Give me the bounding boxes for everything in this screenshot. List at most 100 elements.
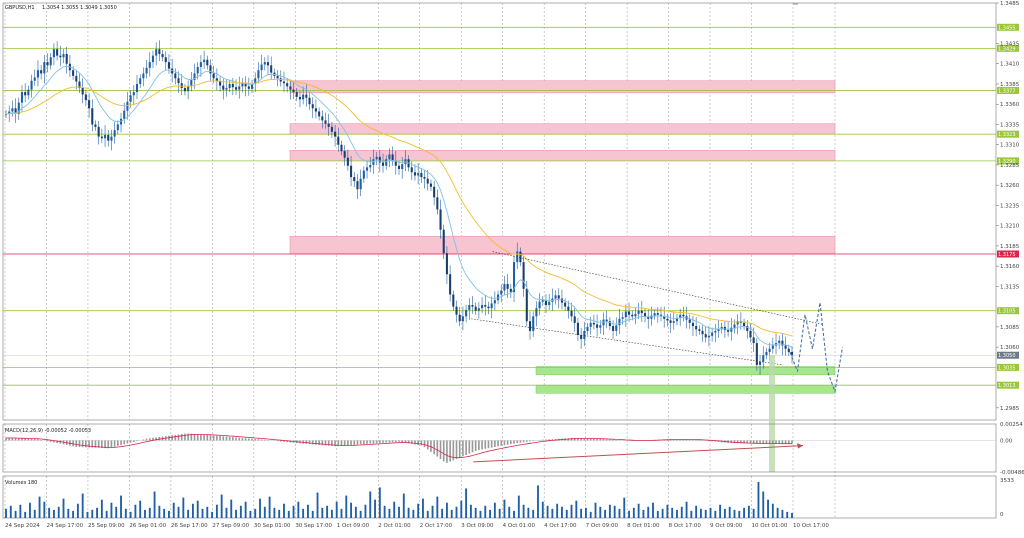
y-tick-label: 1.3285 (1000, 163, 1020, 169)
signal-highlight-band (769, 355, 775, 472)
candle-body (637, 310, 640, 314)
macd-y-tick-label: 0.00 (1000, 438, 1013, 444)
candle-body (487, 306, 490, 309)
candle-body (755, 343, 758, 365)
y-tick-label: 1.3210 (1000, 224, 1020, 230)
candle-body (180, 83, 183, 89)
candle-body (116, 124, 119, 131)
y-tick-label: 1.2985 (1000, 406, 1020, 412)
y-tick-label: 1.3135 (1000, 284, 1020, 290)
candle-body (337, 136, 340, 145)
x-tick-label: 2 Oct 01:00 (378, 523, 411, 529)
candle-body (324, 120, 327, 124)
candle-body (465, 309, 468, 317)
candle-body (266, 62, 270, 66)
candle-body (305, 94, 308, 98)
candle-body (244, 83, 247, 87)
candle-body (500, 290, 503, 295)
candle-body (107, 134, 110, 141)
candle-body (608, 321, 611, 327)
candle-body (647, 316, 650, 319)
divergence-arrow-head (797, 443, 803, 449)
candle-body (75, 75, 78, 82)
candle-body (88, 100, 91, 109)
candle-body (260, 64, 263, 71)
candle-body (199, 62, 202, 67)
candle-body (228, 83, 231, 89)
candle-body (497, 294, 500, 301)
candle-body (455, 306, 458, 315)
candle-body (346, 157, 349, 166)
price-level-tag (997, 130, 1019, 138)
candle-body (148, 62, 151, 68)
candle-body (97, 126, 100, 137)
candle-body (397, 165, 401, 169)
candle-body (100, 136, 103, 139)
candle-body (560, 298, 563, 303)
candle-body (375, 156, 378, 160)
candle-body (394, 160, 397, 166)
candle-body (72, 70, 75, 76)
candle-body (765, 351, 768, 356)
candle-body (321, 116, 324, 121)
candle-body (167, 62, 170, 69)
candle-body (139, 78, 142, 84)
y-tick-label: 1.3360 (1000, 102, 1020, 108)
candle-body (778, 340, 781, 344)
x-tick-label: 10 Oct 01:00 (752, 523, 788, 529)
candle-body (618, 318, 621, 326)
candle-body (318, 111, 321, 117)
candle-body (650, 315, 653, 319)
candle-body (714, 330, 717, 333)
candle-body (11, 108, 14, 112)
y-tick-label: 1.3085 (1000, 325, 1020, 331)
candle-body (14, 108, 17, 114)
candle-body (238, 86, 241, 90)
candle-body (675, 317, 679, 322)
candle-body (592, 322, 595, 325)
candle-body (263, 62, 266, 65)
candle-body (155, 49, 158, 56)
candle-body (787, 348, 790, 352)
candle-body (717, 329, 720, 331)
volume-bars (5, 482, 793, 518)
candle-body (506, 283, 509, 289)
y-tick-label: 1.3060 (1000, 345, 1020, 351)
candle-body (193, 73, 196, 80)
candle-body (49, 57, 52, 66)
current-price-text: 1.3050 (998, 353, 1016, 359)
candle-body (356, 181, 359, 190)
candle-body (110, 136, 113, 141)
candle-body (612, 326, 615, 331)
y-tick-label: 1.3385 (1000, 82, 1020, 88)
candle-body (768, 348, 771, 352)
candle-body (461, 316, 464, 322)
candle-body (142, 73, 145, 79)
candle-body (743, 322, 746, 327)
support-zone (535, 384, 836, 394)
candle-body (209, 65, 212, 74)
candle-body (36, 70, 39, 78)
macd-signal-line (6, 434, 792, 459)
candle-body (576, 322, 579, 335)
candle-body (350, 165, 353, 178)
candle-body (4, 113, 8, 115)
x-tick-label: 30 Sep 17:00 (295, 523, 332, 529)
support-zone (535, 366, 836, 375)
y-tick-label: 1.3260 (1000, 183, 1020, 189)
candle-body (659, 314, 663, 317)
candle-body (643, 313, 647, 317)
candle-body (640, 310, 643, 314)
candle-body (525, 288, 528, 322)
candle-body (445, 253, 448, 275)
price-level-tag-text: 1.3290 (998, 159, 1016, 165)
x-tick-label: 24 Sep 17:00 (46, 523, 83, 529)
candle-body (113, 130, 116, 137)
divergence-arrow-line (473, 445, 804, 463)
x-tick-label: 4 Oct 01:00 (503, 523, 536, 529)
candle-body (81, 88, 84, 95)
candle-body (174, 73, 177, 79)
candle-body (538, 301, 541, 309)
